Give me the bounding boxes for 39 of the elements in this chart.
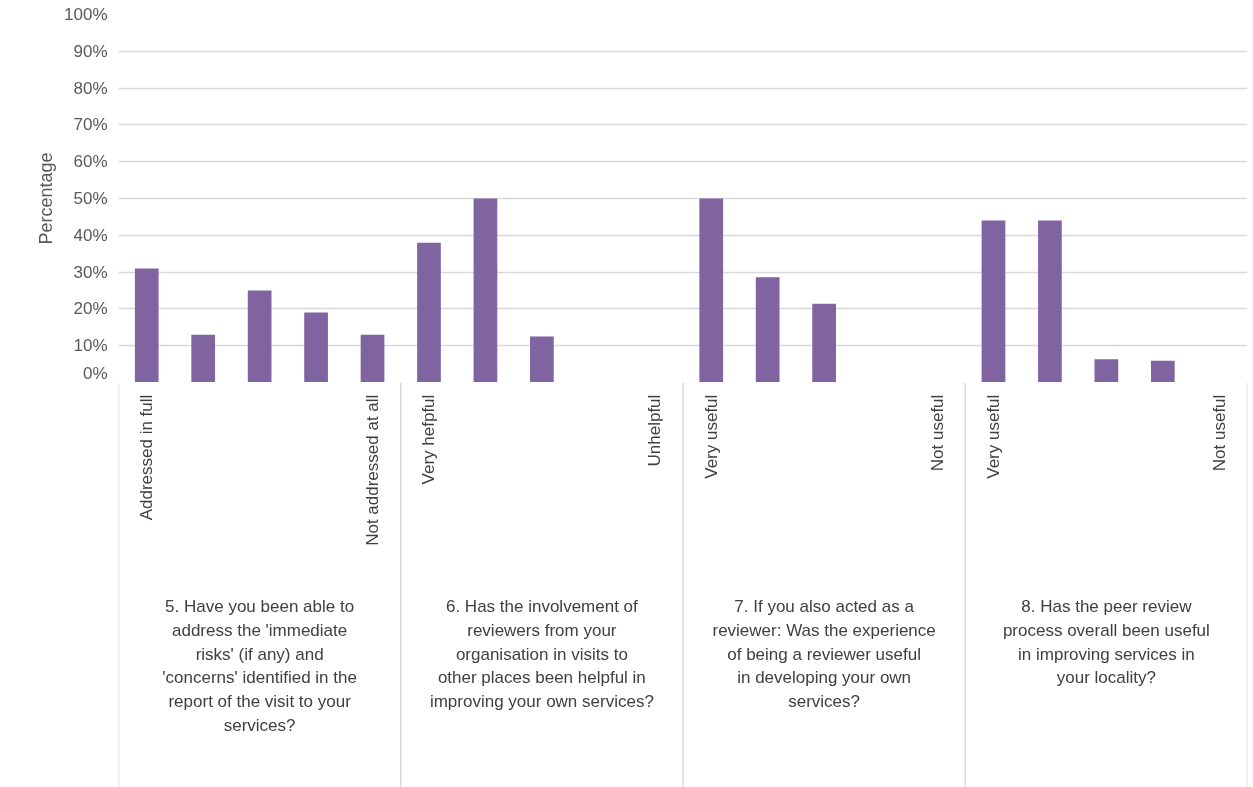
y-tick-label: 100% [64, 5, 108, 24]
y-tick-label: 20% [73, 299, 108, 319]
text: 7. If you also acted as a reviewer: Was the experience of being a reviewer useful in developing your own services? [712, 597, 936, 712]
y-tick-label: 50% [73, 189, 108, 208]
bar [1150, 360, 1175, 382]
bar [981, 220, 1006, 382]
bar [417, 242, 441, 382]
bar [699, 198, 724, 382]
bar [360, 334, 385, 382]
bar [134, 268, 159, 382]
x-tick-label: Very hefpful [419, 394, 439, 485]
x-tick-label: Very useful [701, 394, 721, 479]
y-tick-label: 10% [73, 336, 108, 356]
y-tick-label: 70% [73, 115, 108, 135]
bar [530, 336, 554, 382]
bar [473, 198, 498, 382]
y-tick-label: 30% [73, 262, 108, 282]
bar [1094, 359, 1119, 382]
bar [247, 290, 272, 382]
y-tick-label: 0% [82, 363, 108, 383]
bar [191, 334, 216, 382]
bar [304, 312, 328, 382]
bar [1038, 220, 1062, 382]
text: 5. Have you been able to address the 'immediate risks' (if any) and 'concerns' identified in the report of the visit to your services? [162, 597, 357, 735]
bar [812, 303, 836, 382]
y-tick-label: 80% [73, 78, 108, 98]
x-tick-label: Very useful [983, 394, 1003, 479]
x-tick-label: Not addressed at all [363, 394, 383, 546]
y-axis-title: Percentage [36, 152, 57, 245]
x-tick-label: Unhelpful [645, 394, 665, 467]
x-tick-label: Not useful [1209, 394, 1229, 472]
text: 8. Has the peer review process overall been useful in improving services in your locality? [1002, 597, 1210, 688]
y-tick-label: 40% [73, 225, 108, 245]
x-tick-label: Addressed in full [137, 394, 157, 521]
text: 6. Has the involvement of reviewers from your organisation in visits to other places been helpful in improving your own services? [429, 597, 654, 712]
y-tick-label: 90% [73, 41, 108, 61]
bar [755, 277, 780, 382]
x-tick-label: Not useful [927, 394, 947, 472]
y-tick-label: 60% [73, 152, 108, 172]
